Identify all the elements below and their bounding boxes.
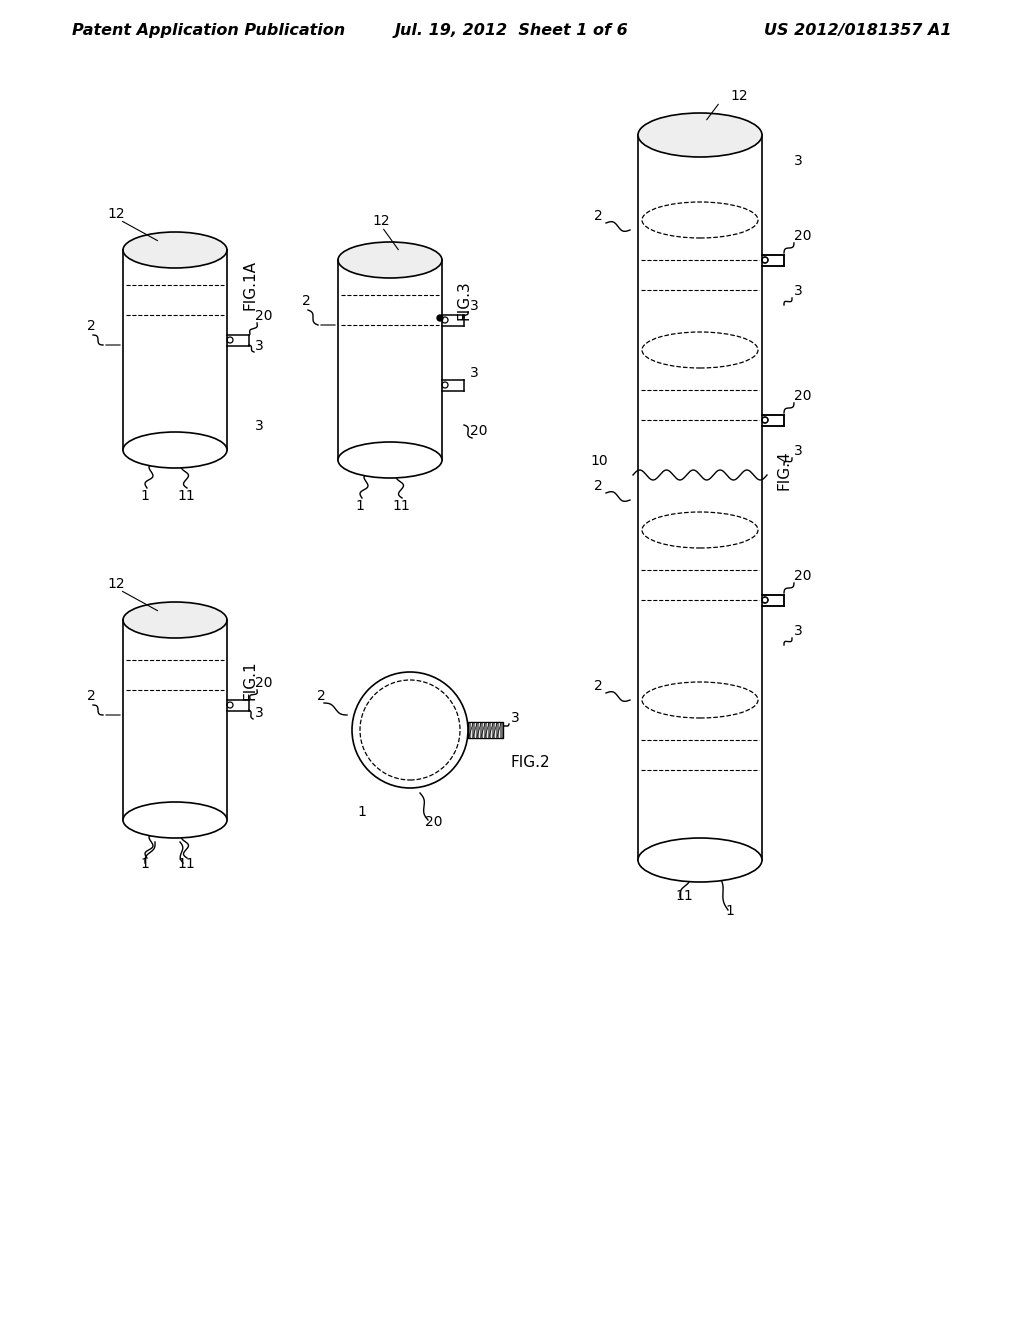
Text: 12: 12	[106, 577, 125, 591]
Text: 20: 20	[794, 569, 811, 583]
Text: 1: 1	[357, 805, 366, 818]
Polygon shape	[338, 260, 442, 459]
Text: 12: 12	[730, 88, 748, 103]
Text: 20: 20	[255, 309, 272, 323]
Text: 3: 3	[511, 711, 520, 725]
Text: 11: 11	[177, 857, 195, 871]
Text: 1: 1	[140, 857, 148, 871]
Text: 2: 2	[594, 678, 603, 693]
Text: 11: 11	[392, 499, 410, 513]
Circle shape	[352, 672, 468, 788]
Text: 3: 3	[470, 300, 479, 313]
Ellipse shape	[638, 114, 762, 157]
Text: 2: 2	[317, 689, 326, 704]
Ellipse shape	[338, 242, 442, 279]
Text: 20: 20	[470, 424, 487, 438]
Text: 1: 1	[140, 488, 148, 503]
Text: 2: 2	[87, 319, 96, 333]
Text: Patent Application Publication: Patent Application Publication	[72, 22, 345, 37]
Polygon shape	[123, 620, 227, 820]
Text: 2: 2	[87, 689, 96, 704]
Text: 3: 3	[470, 366, 479, 380]
Text: US 2012/0181357 A1: US 2012/0181357 A1	[765, 22, 952, 37]
Text: 1: 1	[725, 904, 734, 917]
Text: 2: 2	[594, 209, 603, 223]
Text: Jul. 19, 2012  Sheet 1 of 6: Jul. 19, 2012 Sheet 1 of 6	[395, 22, 629, 37]
Ellipse shape	[123, 432, 227, 469]
Text: 1: 1	[355, 499, 364, 513]
Polygon shape	[468, 722, 503, 738]
Text: 20: 20	[794, 228, 811, 243]
Text: 20: 20	[425, 814, 442, 829]
Text: FIG.1A: FIG.1A	[242, 260, 257, 310]
Ellipse shape	[638, 838, 762, 882]
Text: 3: 3	[794, 284, 803, 298]
Text: 11: 11	[675, 888, 693, 903]
Text: 12: 12	[372, 214, 389, 228]
Text: FIG.3: FIG.3	[457, 280, 472, 319]
Text: 20: 20	[255, 676, 272, 690]
Text: FIG.4: FIG.4	[777, 450, 792, 490]
Text: 11: 11	[177, 488, 195, 503]
Ellipse shape	[123, 232, 227, 268]
Text: FIG.1: FIG.1	[242, 660, 257, 700]
Ellipse shape	[123, 602, 227, 638]
Text: 3: 3	[794, 444, 803, 458]
Text: 12: 12	[106, 207, 125, 220]
Text: 3: 3	[255, 339, 264, 352]
Text: 3: 3	[255, 418, 264, 433]
Text: FIG.2: FIG.2	[511, 755, 551, 770]
Ellipse shape	[338, 442, 442, 478]
Text: 3: 3	[255, 706, 264, 719]
Polygon shape	[638, 135, 762, 861]
Text: 10: 10	[591, 454, 608, 469]
Text: 3: 3	[794, 624, 803, 638]
Text: 20: 20	[794, 389, 811, 403]
Ellipse shape	[123, 803, 227, 838]
Text: 3: 3	[794, 154, 803, 168]
Text: 2: 2	[302, 294, 310, 308]
Text: 2: 2	[594, 479, 603, 492]
Polygon shape	[123, 249, 227, 450]
Circle shape	[437, 315, 443, 321]
